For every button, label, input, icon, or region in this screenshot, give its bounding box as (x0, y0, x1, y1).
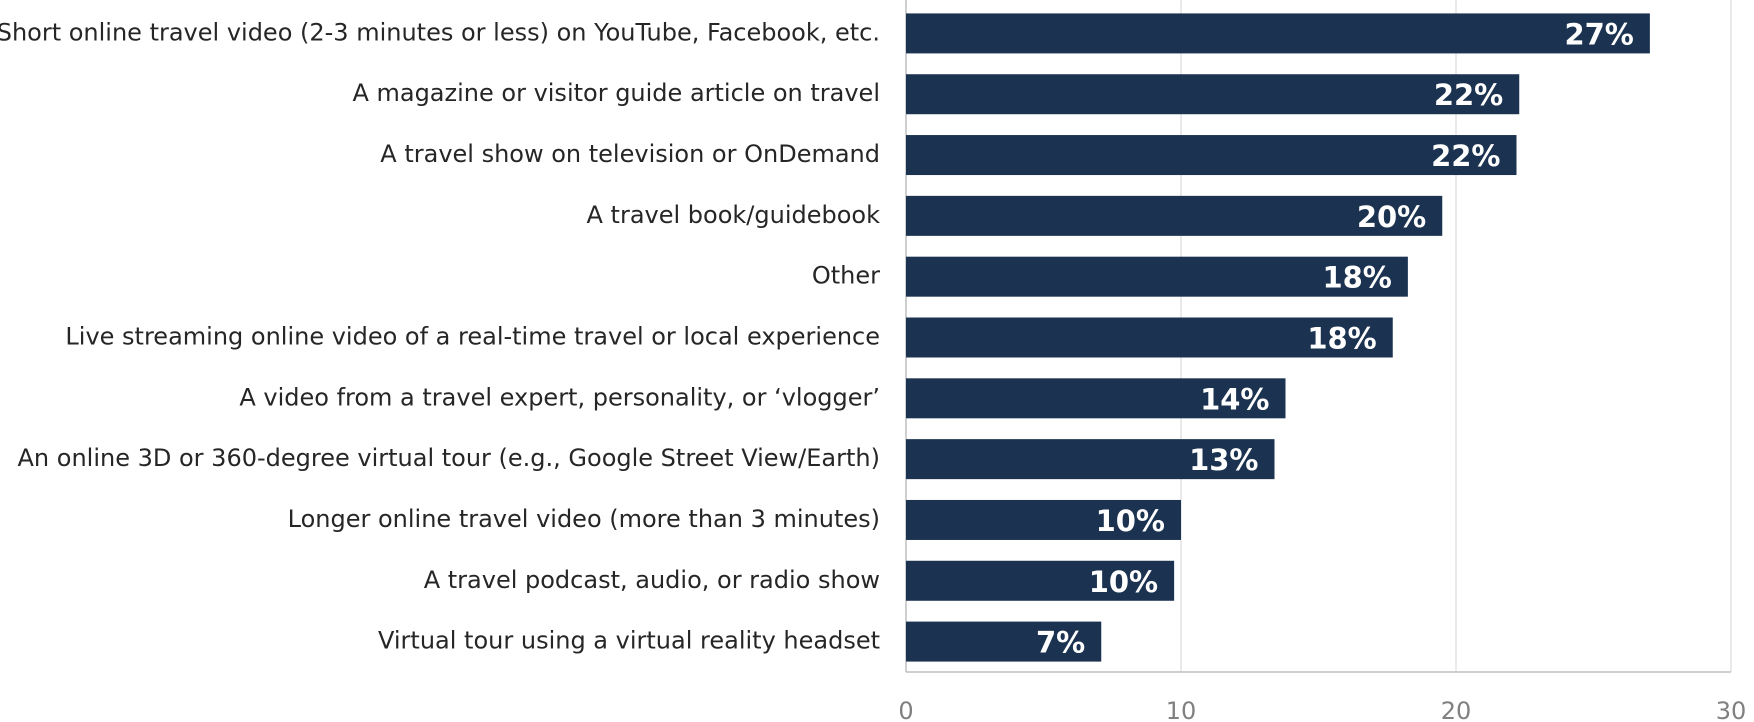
value-label: 13% (1189, 443, 1258, 477)
category-label: A travel book/guidebook (587, 201, 881, 229)
bar (906, 256, 1408, 297)
bar (906, 378, 1286, 419)
category-label: An online 3D or 360-degree virtual tour … (18, 444, 880, 472)
bar (906, 195, 1443, 236)
value-label: 18% (1307, 322, 1376, 356)
x-tick-label: 20 (1441, 697, 1472, 722)
category-label: A video from a travel expert, personalit… (239, 383, 880, 411)
category-label: A travel podcast, audio, or radio show (424, 566, 880, 594)
category-label: A travel show on television or OnDemand (380, 140, 880, 168)
bar (906, 135, 1517, 176)
value-label: 20% (1357, 200, 1426, 234)
value-label: 22% (1431, 139, 1500, 173)
bar (906, 439, 1275, 480)
value-label: 14% (1200, 382, 1269, 416)
value-label: 10% (1089, 565, 1158, 599)
bar (906, 621, 1102, 662)
bar (906, 74, 1520, 115)
bar (906, 499, 1181, 540)
bar (906, 13, 1650, 54)
value-label: 22% (1434, 78, 1503, 112)
category-label: Short online travel video (2-3 minutes o… (0, 18, 880, 46)
category-label: Virtual tour using a virtual reality hea… (378, 627, 880, 655)
value-label: 10% (1096, 504, 1165, 538)
category-label: Other (812, 262, 880, 290)
bar (906, 560, 1175, 601)
value-label: 27% (1564, 17, 1633, 51)
x-tick-label: 30 (1716, 697, 1747, 722)
category-label: Longer online travel video (more than 3 … (288, 505, 880, 533)
x-tick-label: 10 (1166, 697, 1197, 722)
value-label: 18% (1322, 261, 1391, 295)
category-label: Live streaming online video of a real-ti… (65, 323, 880, 351)
value-label: 7% (1036, 626, 1085, 660)
x-tick-label: 0 (898, 697, 913, 722)
category-label: A magazine or visitor guide article on t… (352, 79, 880, 107)
bar (906, 317, 1393, 358)
